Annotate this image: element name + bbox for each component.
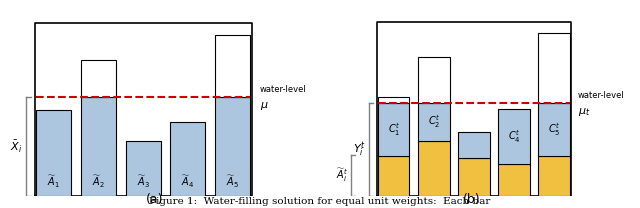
Bar — [81, 60, 116, 97]
Bar — [81, 97, 116, 196]
Text: $\widetilde{A}_5$: $\widetilde{A}_5$ — [227, 174, 239, 190]
Text: Figure 1:  Water-filling solution for equal unit weights:  Each bar: Figure 1: Water-filling solution for equ… — [149, 197, 491, 206]
Bar — [378, 156, 410, 196]
Text: $C_5^t$: $C_5^t$ — [548, 121, 561, 138]
Bar — [499, 109, 530, 164]
Bar — [419, 57, 449, 103]
Bar — [378, 103, 410, 156]
Text: water-level: water-level — [578, 91, 625, 100]
Text: $C_4^t$: $C_4^t$ — [508, 128, 520, 145]
Title: (a): (a) — [145, 193, 163, 206]
Text: water-level: water-level — [260, 85, 307, 94]
Text: $Y_i^t$: $Y_i^t$ — [353, 140, 366, 159]
Bar — [215, 35, 250, 97]
Bar — [458, 158, 490, 196]
Bar — [458, 132, 490, 158]
Text: $\widetilde{A}_2$: $\widetilde{A}_2$ — [92, 174, 105, 190]
Bar — [378, 97, 410, 103]
Bar — [170, 122, 205, 196]
Bar — [125, 141, 161, 196]
Title: (b): (b) — [463, 193, 481, 206]
Text: $C_2^t$: $C_2^t$ — [428, 114, 440, 130]
Bar — [538, 103, 570, 156]
Text: $C_1^t$: $C_1^t$ — [388, 121, 400, 138]
Bar — [215, 97, 250, 196]
Bar — [419, 141, 449, 196]
Text: $\widetilde{A}_i^t$: $\widetilde{A}_i^t$ — [336, 167, 348, 184]
Text: $\widetilde{A}_1$: $\widetilde{A}_1$ — [47, 174, 60, 190]
Bar — [419, 103, 449, 141]
Text: $\bar{X}_i$: $\bar{X}_i$ — [10, 139, 22, 155]
Bar — [36, 110, 71, 196]
Bar — [538, 33, 570, 103]
Text: $\mu$: $\mu$ — [260, 100, 268, 112]
Text: $\mu_t$: $\mu_t$ — [578, 106, 591, 118]
Text: $\widetilde{A}_4$: $\widetilde{A}_4$ — [181, 174, 195, 190]
Bar — [538, 156, 570, 196]
Text: $\widetilde{A}_3$: $\widetilde{A}_3$ — [136, 174, 150, 190]
Bar — [499, 164, 530, 196]
